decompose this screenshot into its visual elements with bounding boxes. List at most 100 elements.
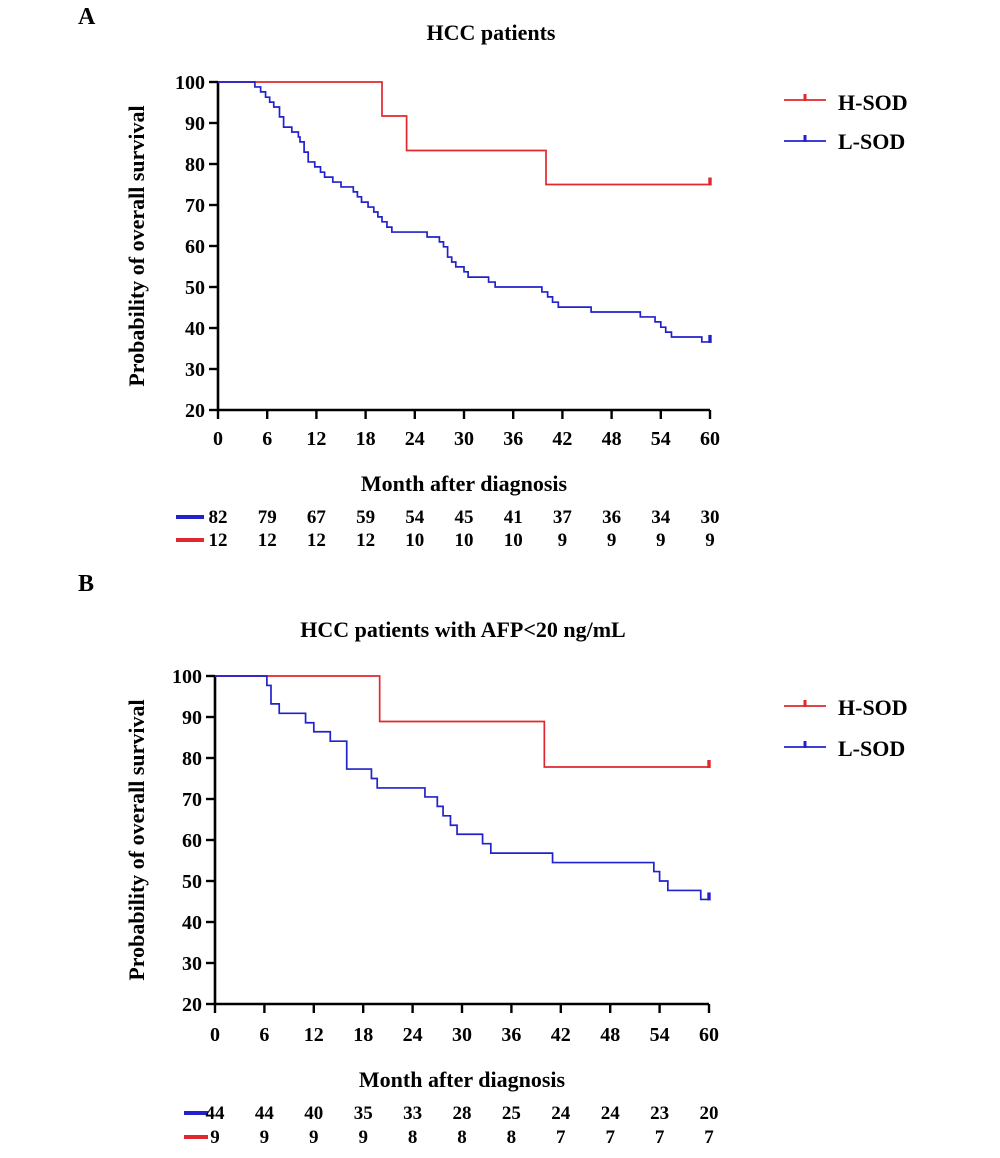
- legend-label-h-sod: H-SOD: [838, 90, 908, 115]
- risk-count: 59: [356, 507, 375, 528]
- x-axis-label: Month after diagnosis: [361, 471, 568, 496]
- y-tick-label: 20: [185, 400, 205, 422]
- risk-count: 9: [656, 530, 666, 551]
- chart-title: HCC patients with AFP<20 ng/mL: [300, 617, 625, 642]
- legend-label-l-sod: L-SOD: [838, 129, 905, 154]
- x-tick-label: 0: [213, 428, 223, 450]
- risk-count: 54: [405, 507, 425, 528]
- risk-count: 67: [307, 507, 327, 528]
- x-tick-label: 12: [304, 1024, 324, 1046]
- risk-count: 8: [408, 1127, 418, 1148]
- y-tick-label: 50: [185, 277, 205, 299]
- y-tick-label: 100: [175, 72, 205, 94]
- risk-count: 44: [206, 1103, 226, 1124]
- y-tick-label: 50: [182, 871, 202, 893]
- x-tick-label: 48: [600, 1024, 620, 1046]
- legend-label-h-sod: H-SOD: [838, 695, 908, 720]
- risk-count: 35: [354, 1103, 373, 1124]
- x-tick-label: 6: [259, 1024, 269, 1046]
- y-tick-label: 90: [185, 113, 205, 135]
- y-tick-label: 40: [182, 912, 202, 934]
- risk-count: 7: [655, 1127, 665, 1148]
- risk-count: 36: [602, 507, 621, 528]
- risk-count: 44: [255, 1103, 275, 1124]
- x-tick-label: 24: [403, 1024, 423, 1046]
- risk-count: 10: [455, 530, 474, 551]
- survival-line-h-sod: [218, 81, 710, 186]
- risk-count: 34: [651, 507, 671, 528]
- y-tick-label: 60: [185, 236, 205, 258]
- y-tick-label: 100: [172, 666, 202, 688]
- risk-count: 30: [701, 507, 720, 528]
- risk-count: 82: [209, 507, 228, 528]
- risk-count: 12: [209, 530, 228, 551]
- legend-label-l-sod: L-SOD: [838, 736, 905, 761]
- y-tick-label: 80: [185, 154, 205, 176]
- x-tick-label: 24: [405, 428, 425, 450]
- risk-count: 9: [558, 530, 568, 551]
- survival-line-l-sod: [218, 81, 710, 343]
- y-tick-label: 90: [182, 707, 202, 729]
- risk-count: 33: [403, 1103, 422, 1124]
- risk-count: 23: [650, 1103, 669, 1124]
- x-tick-label: 42: [551, 1024, 571, 1046]
- y-axis-label: Probability of overall survival: [124, 105, 149, 386]
- risk-count: 9: [607, 530, 617, 551]
- x-tick-label: 60: [700, 428, 720, 450]
- risk-count: 9: [309, 1127, 319, 1148]
- risk-count: 7: [704, 1127, 714, 1148]
- risk-count: 12: [356, 530, 375, 551]
- risk-count: 24: [601, 1103, 621, 1124]
- risk-count: 37: [553, 507, 573, 528]
- panel-letter: A: [78, 4, 96, 30]
- risk-count: 25: [502, 1103, 521, 1124]
- risk-count: 9: [210, 1127, 220, 1148]
- y-tick-label: 20: [182, 994, 202, 1016]
- x-tick-label: 12: [306, 428, 326, 450]
- risk-count: 7: [605, 1127, 615, 1148]
- y-tick-label: 40: [185, 318, 205, 340]
- risk-count: 9: [358, 1127, 368, 1148]
- risk-count: 10: [405, 530, 424, 551]
- x-tick-label: 60: [699, 1024, 719, 1046]
- x-tick-label: 18: [356, 428, 376, 450]
- survival-line-h-sod: [215, 675, 709, 768]
- x-tick-label: 36: [501, 1024, 521, 1046]
- x-tick-label: 48: [602, 428, 622, 450]
- risk-count: 79: [258, 507, 277, 528]
- x-axis-label: Month after diagnosis: [359, 1067, 566, 1092]
- risk-count: 28: [453, 1103, 472, 1124]
- risk-count: 20: [700, 1103, 719, 1124]
- chart-title: HCC patients: [427, 20, 556, 45]
- y-tick-label: 80: [182, 748, 202, 770]
- y-tick-label: 70: [185, 195, 205, 217]
- risk-count: 7: [556, 1127, 566, 1148]
- risk-count: 41: [504, 507, 523, 528]
- x-tick-label: 0: [210, 1024, 220, 1046]
- x-tick-label: 54: [651, 428, 671, 450]
- x-tick-label: 6: [262, 428, 272, 450]
- x-tick-label: 30: [454, 428, 474, 450]
- panel-b: B HCC patients with AFP<20 ng/mL Probabi…: [78, 571, 908, 1148]
- y-tick-label: 30: [185, 359, 205, 381]
- risk-count: 8: [507, 1127, 517, 1148]
- risk-count: 8: [457, 1127, 467, 1148]
- risk-count: 9: [705, 530, 715, 551]
- panel-a: A HCC patients Probability of overall su…: [78, 4, 908, 551]
- x-tick-label: 36: [503, 428, 523, 450]
- y-tick-label: 30: [182, 953, 202, 975]
- y-axis-label: Probability of overall survival: [124, 699, 149, 980]
- x-tick-label: 42: [552, 428, 572, 450]
- risk-count: 24: [551, 1103, 571, 1124]
- panel-letter: B: [78, 571, 94, 597]
- survival-line-l-sod: [215, 675, 709, 901]
- risk-count: 9: [260, 1127, 270, 1148]
- x-tick-label: 54: [650, 1024, 670, 1046]
- y-tick-label: 60: [182, 830, 202, 852]
- x-tick-label: 30: [452, 1024, 472, 1046]
- x-tick-label: 18: [353, 1024, 373, 1046]
- risk-count: 40: [304, 1103, 323, 1124]
- risk-count: 12: [307, 530, 326, 551]
